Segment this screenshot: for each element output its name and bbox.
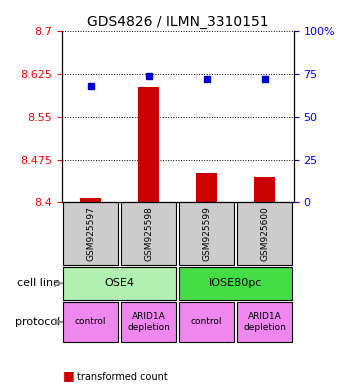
FancyBboxPatch shape xyxy=(63,301,118,342)
Text: control: control xyxy=(191,317,222,326)
Text: control: control xyxy=(75,317,106,326)
Text: GSM925598: GSM925598 xyxy=(144,206,153,261)
Text: cell line: cell line xyxy=(18,278,61,288)
FancyBboxPatch shape xyxy=(237,301,293,342)
Bar xyxy=(196,173,217,202)
Text: ARID1A
depletion: ARID1A depletion xyxy=(127,312,170,331)
Text: GSM925599: GSM925599 xyxy=(202,206,211,261)
Text: ■: ■ xyxy=(63,381,75,384)
FancyBboxPatch shape xyxy=(121,202,176,265)
FancyBboxPatch shape xyxy=(179,266,293,300)
Text: ■: ■ xyxy=(63,369,75,382)
FancyBboxPatch shape xyxy=(63,266,176,300)
Title: GDS4826 / ILMN_3310151: GDS4826 / ILMN_3310151 xyxy=(87,15,268,29)
Text: protocol: protocol xyxy=(15,317,61,327)
Text: ARID1A
depletion: ARID1A depletion xyxy=(243,312,286,331)
Text: transformed count: transformed count xyxy=(77,372,168,382)
Bar xyxy=(254,177,275,202)
Bar xyxy=(139,87,159,202)
Text: OSE4: OSE4 xyxy=(105,278,135,288)
FancyBboxPatch shape xyxy=(121,301,176,342)
FancyBboxPatch shape xyxy=(237,202,293,265)
Bar xyxy=(80,198,101,202)
Text: GSM925597: GSM925597 xyxy=(86,206,95,261)
FancyBboxPatch shape xyxy=(179,202,234,265)
FancyBboxPatch shape xyxy=(63,202,118,265)
Text: IOSE80pc: IOSE80pc xyxy=(209,278,262,288)
FancyBboxPatch shape xyxy=(179,301,234,342)
Text: GSM925600: GSM925600 xyxy=(260,206,269,261)
